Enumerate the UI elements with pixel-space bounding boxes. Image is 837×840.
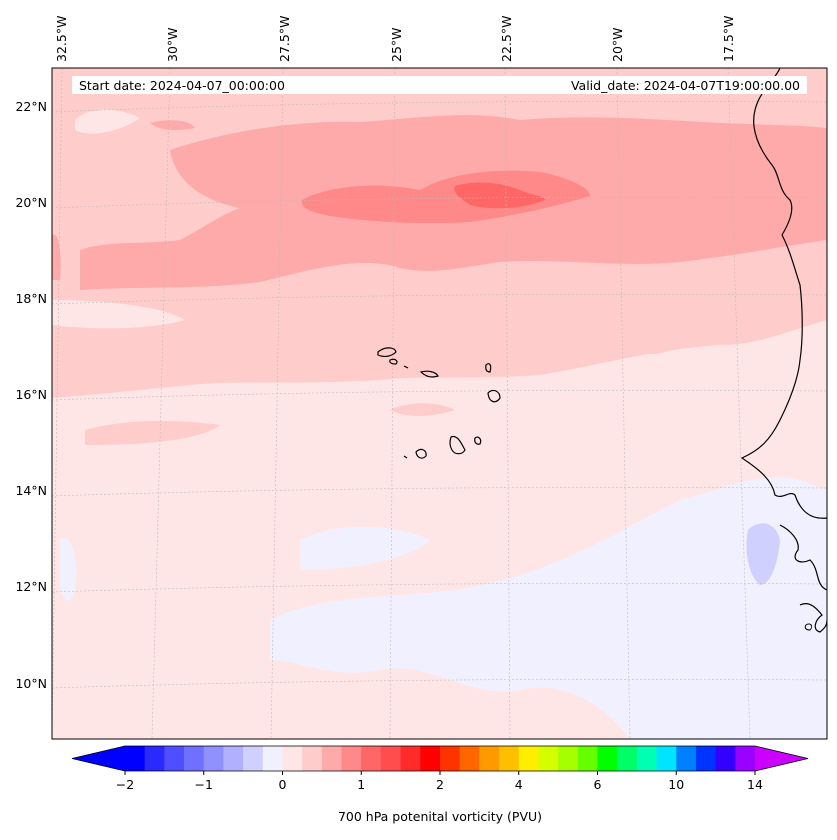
colorbar-swatch: [577, 746, 598, 771]
colorbar-swatch: [459, 746, 480, 771]
colorbar-swatch: [695, 746, 717, 771]
colorbar-swatch: [203, 746, 224, 771]
guinea-bissau-coast: [799, 603, 827, 633]
colorbar-swatch: [262, 746, 283, 771]
lat-label: 20°N: [15, 195, 47, 210]
colorbar-swatch: [636, 746, 658, 771]
senegal-gambia-coast: [779, 524, 827, 591]
colorbar-swatch: [223, 746, 244, 771]
pv-contour-pocket-3: [52, 300, 185, 329]
lat-label: 12°N: [15, 579, 47, 594]
colorbar-swatch: [617, 746, 638, 771]
pv-contour-band-1-d: [640, 342, 676, 354]
lon-label: 25°W: [389, 27, 404, 62]
colorbar-label: 700 hPa potenital vorticity (PVU): [338, 809, 542, 824]
colorbar-extend-max: [755, 746, 808, 771]
bijagos-islands: [804, 623, 813, 631]
colorbar-swatch: [380, 746, 402, 771]
colorbar-tick-label: 1: [357, 777, 365, 792]
lon-label: 32.5°W: [54, 16, 69, 62]
colorbar-swatch: [499, 746, 520, 771]
colorbar-swatch: [518, 746, 539, 771]
colorbar-swatch: [558, 746, 579, 771]
valid-date-text: Valid_date: 2024-04-07T19:00:00.00: [571, 78, 800, 93]
map-frame: [51, 67, 828, 740]
colorbar-tick-label: 6: [594, 777, 602, 792]
colorbar-tick-label: 10: [668, 777, 684, 792]
lon-label: 30°W: [165, 27, 180, 62]
colorbar-swatch: [656, 746, 677, 771]
colorbar-swatch: [538, 746, 559, 771]
lat-label: 14°N: [15, 483, 47, 498]
colorbar-swatch: [282, 746, 303, 771]
pv-contour-band-2-b: [52, 234, 61, 280]
colorbar-swatch: [184, 746, 205, 771]
colorbar-swatch: [597, 746, 618, 771]
colorbar-swatch: [341, 746, 362, 771]
colorbar-swatch: [361, 746, 382, 771]
pv-contour-band-2-c: [150, 120, 195, 131]
africa-coastline: [740, 68, 827, 519]
colorbar-swatch: [479, 746, 500, 771]
pv-contour-low-west: [60, 538, 77, 601]
colorbar-tick-label: −2: [116, 777, 134, 792]
lon-label: 27.5°W: [277, 16, 292, 62]
pv-contour-band-3: [301, 170, 590, 224]
lat-label: 22°N: [15, 99, 47, 114]
lon-label: 22.5°W: [499, 16, 514, 62]
colorbar-swatch: [321, 746, 343, 771]
colorbar-swatch: [715, 746, 736, 771]
colorbar-swatch: [302, 746, 323, 771]
pv-contour-pocket-1: [75, 109, 140, 134]
colorbar-swatch: [400, 746, 421, 771]
lon-label: 20°W: [610, 27, 625, 62]
colorbar-swatch: [440, 746, 461, 771]
colorbar-swatch: [420, 746, 441, 771]
lat-label: 18°N: [15, 291, 47, 306]
colorbar-tick-label: 14: [747, 777, 763, 792]
lon-label: 17.5°W: [721, 16, 736, 62]
cape-verde-islands: [377, 347, 501, 459]
colorbar-swatch: [164, 746, 185, 771]
colorbar-swatch: [243, 746, 264, 771]
colorbar-tick-label: 2: [436, 777, 444, 792]
colorbar-swatch: [125, 746, 146, 771]
start-date-text: Start date: 2024-04-07_00:00:00: [79, 78, 285, 93]
colorbar-tick-label: −1: [195, 777, 213, 792]
colorbar-swatch: [676, 746, 697, 771]
pv-contour-lower-blue: [746, 523, 780, 585]
pv-contour-band-1-b: [85, 420, 220, 445]
colorbar: −2 −1 0 1 2 4 6 10 14: [71, 745, 809, 792]
colorbar-extend-min: [72, 746, 125, 771]
lat-label: 10°N: [15, 676, 47, 691]
lat-label: 16°N: [15, 387, 47, 402]
colorbar-tick-label: 0: [279, 777, 287, 792]
map-panel: Start date: 2024-04-07_00:00:00 Valid_da…: [52, 68, 827, 739]
pv-contour-low-mid: [300, 526, 430, 570]
graticule: [52, 68, 827, 739]
colorbar-swatch: [735, 746, 756, 771]
pv-contour-low-south: [270, 477, 827, 739]
longitude-labels: 32.5°W 30°W 27.5°W 25°W 22.5°W 20°W 17.5…: [54, 16, 736, 62]
latitude-labels: 22°N 20°N 18°N 16°N 14°N 12°N 10°N: [15, 99, 47, 691]
info-box: [72, 76, 807, 94]
colorbar-swatch: [144, 746, 165, 771]
colorbar-tick-label: 4: [515, 777, 523, 792]
pv-contour-band-4: [454, 182, 545, 209]
pv-contour-band-1-c: [390, 403, 455, 416]
